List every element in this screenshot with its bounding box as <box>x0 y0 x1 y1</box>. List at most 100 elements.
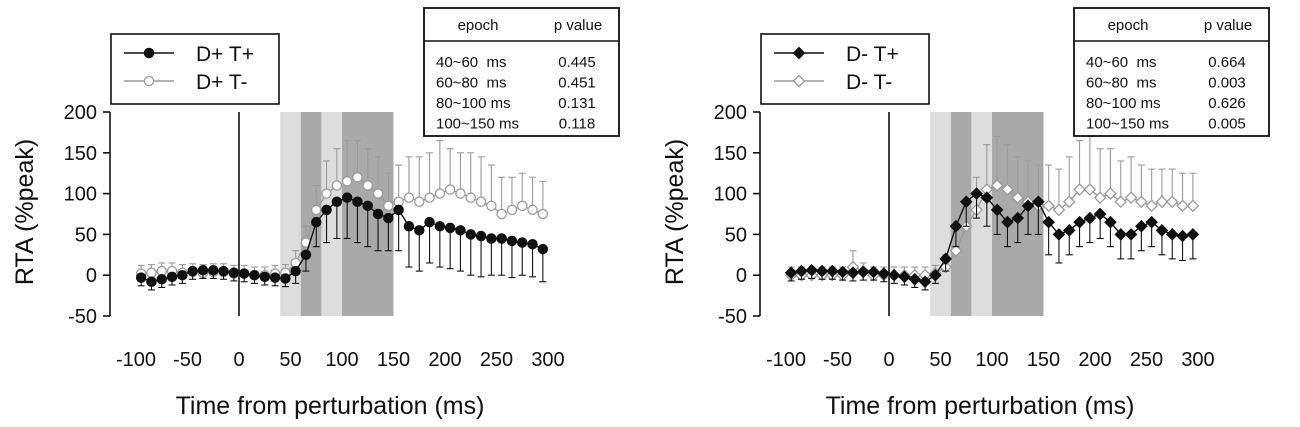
data-point <box>1135 219 1148 233</box>
data-point <box>537 243 549 255</box>
data-point <box>465 192 476 203</box>
data-point <box>1062 195 1076 209</box>
data-point <box>310 204 322 216</box>
data-point <box>1011 191 1025 204</box>
data-point <box>135 272 147 283</box>
y-axis-title: RTA (%peak) <box>661 139 689 285</box>
data-point <box>146 267 157 279</box>
data-point <box>1124 191 1138 204</box>
data-point <box>1114 228 1128 241</box>
data-point <box>815 264 829 278</box>
table-box <box>423 7 620 137</box>
data-point <box>146 276 157 287</box>
data-point <box>1186 228 1200 241</box>
data-point <box>959 195 973 209</box>
data-point <box>383 212 394 224</box>
data-point <box>321 188 332 199</box>
series-dplust+ <box>135 192 549 291</box>
data-point <box>486 200 497 212</box>
data-point <box>970 187 983 200</box>
data-point <box>877 267 891 280</box>
data-point <box>856 265 870 279</box>
data-point <box>1083 211 1097 225</box>
data-point <box>826 264 839 278</box>
data-point <box>341 192 353 203</box>
table-cell-pvalue: 0.131 <box>558 95 596 112</box>
p-value-table: epoch p value 40~60 ms 0.445 60~80 ms 0.451 80… <box>423 7 620 137</box>
data-point <box>1155 224 1169 237</box>
data-point <box>527 204 538 216</box>
y-tick-label: -50 <box>68 306 97 328</box>
table-cell-pvalue: 0.005 <box>1208 116 1246 133</box>
data-point <box>372 208 384 220</box>
data-point <box>413 225 425 236</box>
data-point <box>310 216 322 228</box>
data-point <box>1186 199 1200 213</box>
y-tick-label: 150 <box>714 143 747 165</box>
y-tick-label: 100 <box>64 184 97 206</box>
table-cell-epoch: 40~60 ms <box>436 54 506 71</box>
legend-label: D- T- <box>846 71 892 94</box>
y-tick-label: 50 <box>75 224 97 246</box>
data-point <box>455 225 466 236</box>
data-point <box>352 172 363 183</box>
data-point <box>1042 199 1055 213</box>
table-header-epoch: epoch <box>458 17 499 34</box>
data-point <box>300 237 312 248</box>
y-tick-label: 0 <box>86 265 97 287</box>
x-tick-label: 200 <box>1078 349 1111 371</box>
data-point <box>249 269 260 281</box>
data-point <box>403 192 415 203</box>
x-tick-label: 50 <box>929 349 951 371</box>
table-cell-epoch: 100~150 ms <box>436 116 519 133</box>
legend: D+ T+ D+ T- <box>110 33 280 105</box>
data-point <box>156 274 167 285</box>
data-point <box>1145 199 1158 213</box>
legend: D- T+ D- T- <box>760 33 930 105</box>
table-cell-epoch: 100~150 ms <box>1086 116 1169 133</box>
data-point <box>1052 203 1066 217</box>
x-tick-label: 300 <box>1181 349 1214 371</box>
data-point <box>434 188 446 199</box>
data-point <box>949 219 963 233</box>
table-cell-pvalue: 0.664 <box>1208 54 1246 71</box>
data-point <box>331 180 343 191</box>
table-header-pvalue: p value <box>1204 17 1252 34</box>
data-point <box>166 271 178 283</box>
x-tick-label: -100 <box>116 349 156 371</box>
legend-marker <box>143 47 155 59</box>
x-tick-label: -100 <box>766 349 806 371</box>
data-point <box>1104 187 1117 200</box>
data-point <box>280 273 291 284</box>
data-point <box>424 216 435 228</box>
x-tick-label: 300 <box>531 349 564 371</box>
data-point <box>372 188 384 199</box>
legend-marker <box>792 46 806 60</box>
data-point <box>197 265 209 276</box>
data-point <box>290 265 301 277</box>
data-point <box>929 268 942 282</box>
data-point <box>784 266 798 280</box>
legend-box <box>760 33 930 105</box>
x-tick-label: -50 <box>823 349 852 371</box>
data-point <box>475 196 487 208</box>
data-point <box>362 180 373 191</box>
data-point <box>486 233 497 244</box>
data-point <box>537 208 549 220</box>
legend-marker <box>143 75 155 87</box>
table-header-epoch: epoch <box>1108 17 1149 34</box>
data-point <box>1001 215 1014 229</box>
data-point <box>980 191 994 204</box>
table-cell-pvalue: 0.003 <box>1208 75 1246 92</box>
data-point <box>341 176 353 187</box>
data-point <box>444 184 456 195</box>
x-tick-label: 50 <box>279 349 301 371</box>
data-point <box>207 265 219 276</box>
data-point <box>238 268 250 279</box>
y-tick-label: 50 <box>725 224 747 246</box>
x-tick-label: 150 <box>1027 349 1060 371</box>
data-point <box>517 200 528 212</box>
x-tick-label: 250 <box>480 349 513 371</box>
data-point <box>908 272 922 286</box>
data-point <box>1011 211 1025 225</box>
